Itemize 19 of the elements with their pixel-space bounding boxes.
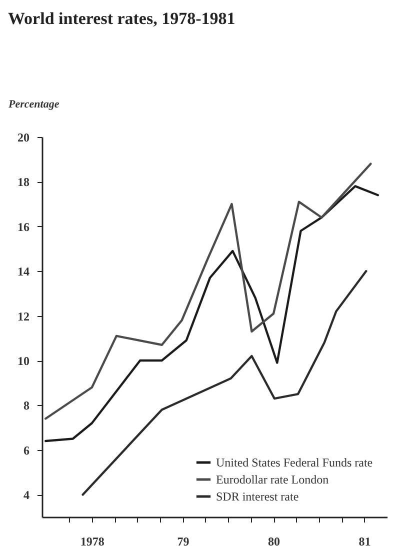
legend-label: Eurodollar rate London bbox=[216, 472, 329, 486]
legend-label: United States Federal Funds rate bbox=[216, 456, 373, 470]
y-tick-label: 14 bbox=[18, 264, 30, 279]
x-tick-label: 80 bbox=[268, 534, 280, 546]
y-tick-label: 20 bbox=[18, 130, 30, 144]
x-tick-label: 81 bbox=[358, 534, 371, 546]
y-tick-label: 16 bbox=[18, 220, 30, 234]
y-tick-label: 6 bbox=[24, 443, 30, 458]
y-tick-label: 18 bbox=[18, 175, 30, 190]
y-tick-label: 12 bbox=[18, 309, 30, 324]
y-tick-label: 10 bbox=[18, 354, 30, 368]
y-axis-title: Percentage bbox=[8, 98, 60, 110]
x-tick-label: 79 bbox=[177, 534, 190, 546]
chart-title: World interest rates, 1978-1981 bbox=[8, 9, 236, 28]
line-series bbox=[44, 162, 372, 420]
x-tick-label: 1978 bbox=[80, 534, 104, 546]
y-tick-label: 8 bbox=[24, 398, 30, 413]
y-tick-label: 4 bbox=[24, 488, 30, 502]
legend-label: SDR interest rate bbox=[216, 490, 299, 504]
